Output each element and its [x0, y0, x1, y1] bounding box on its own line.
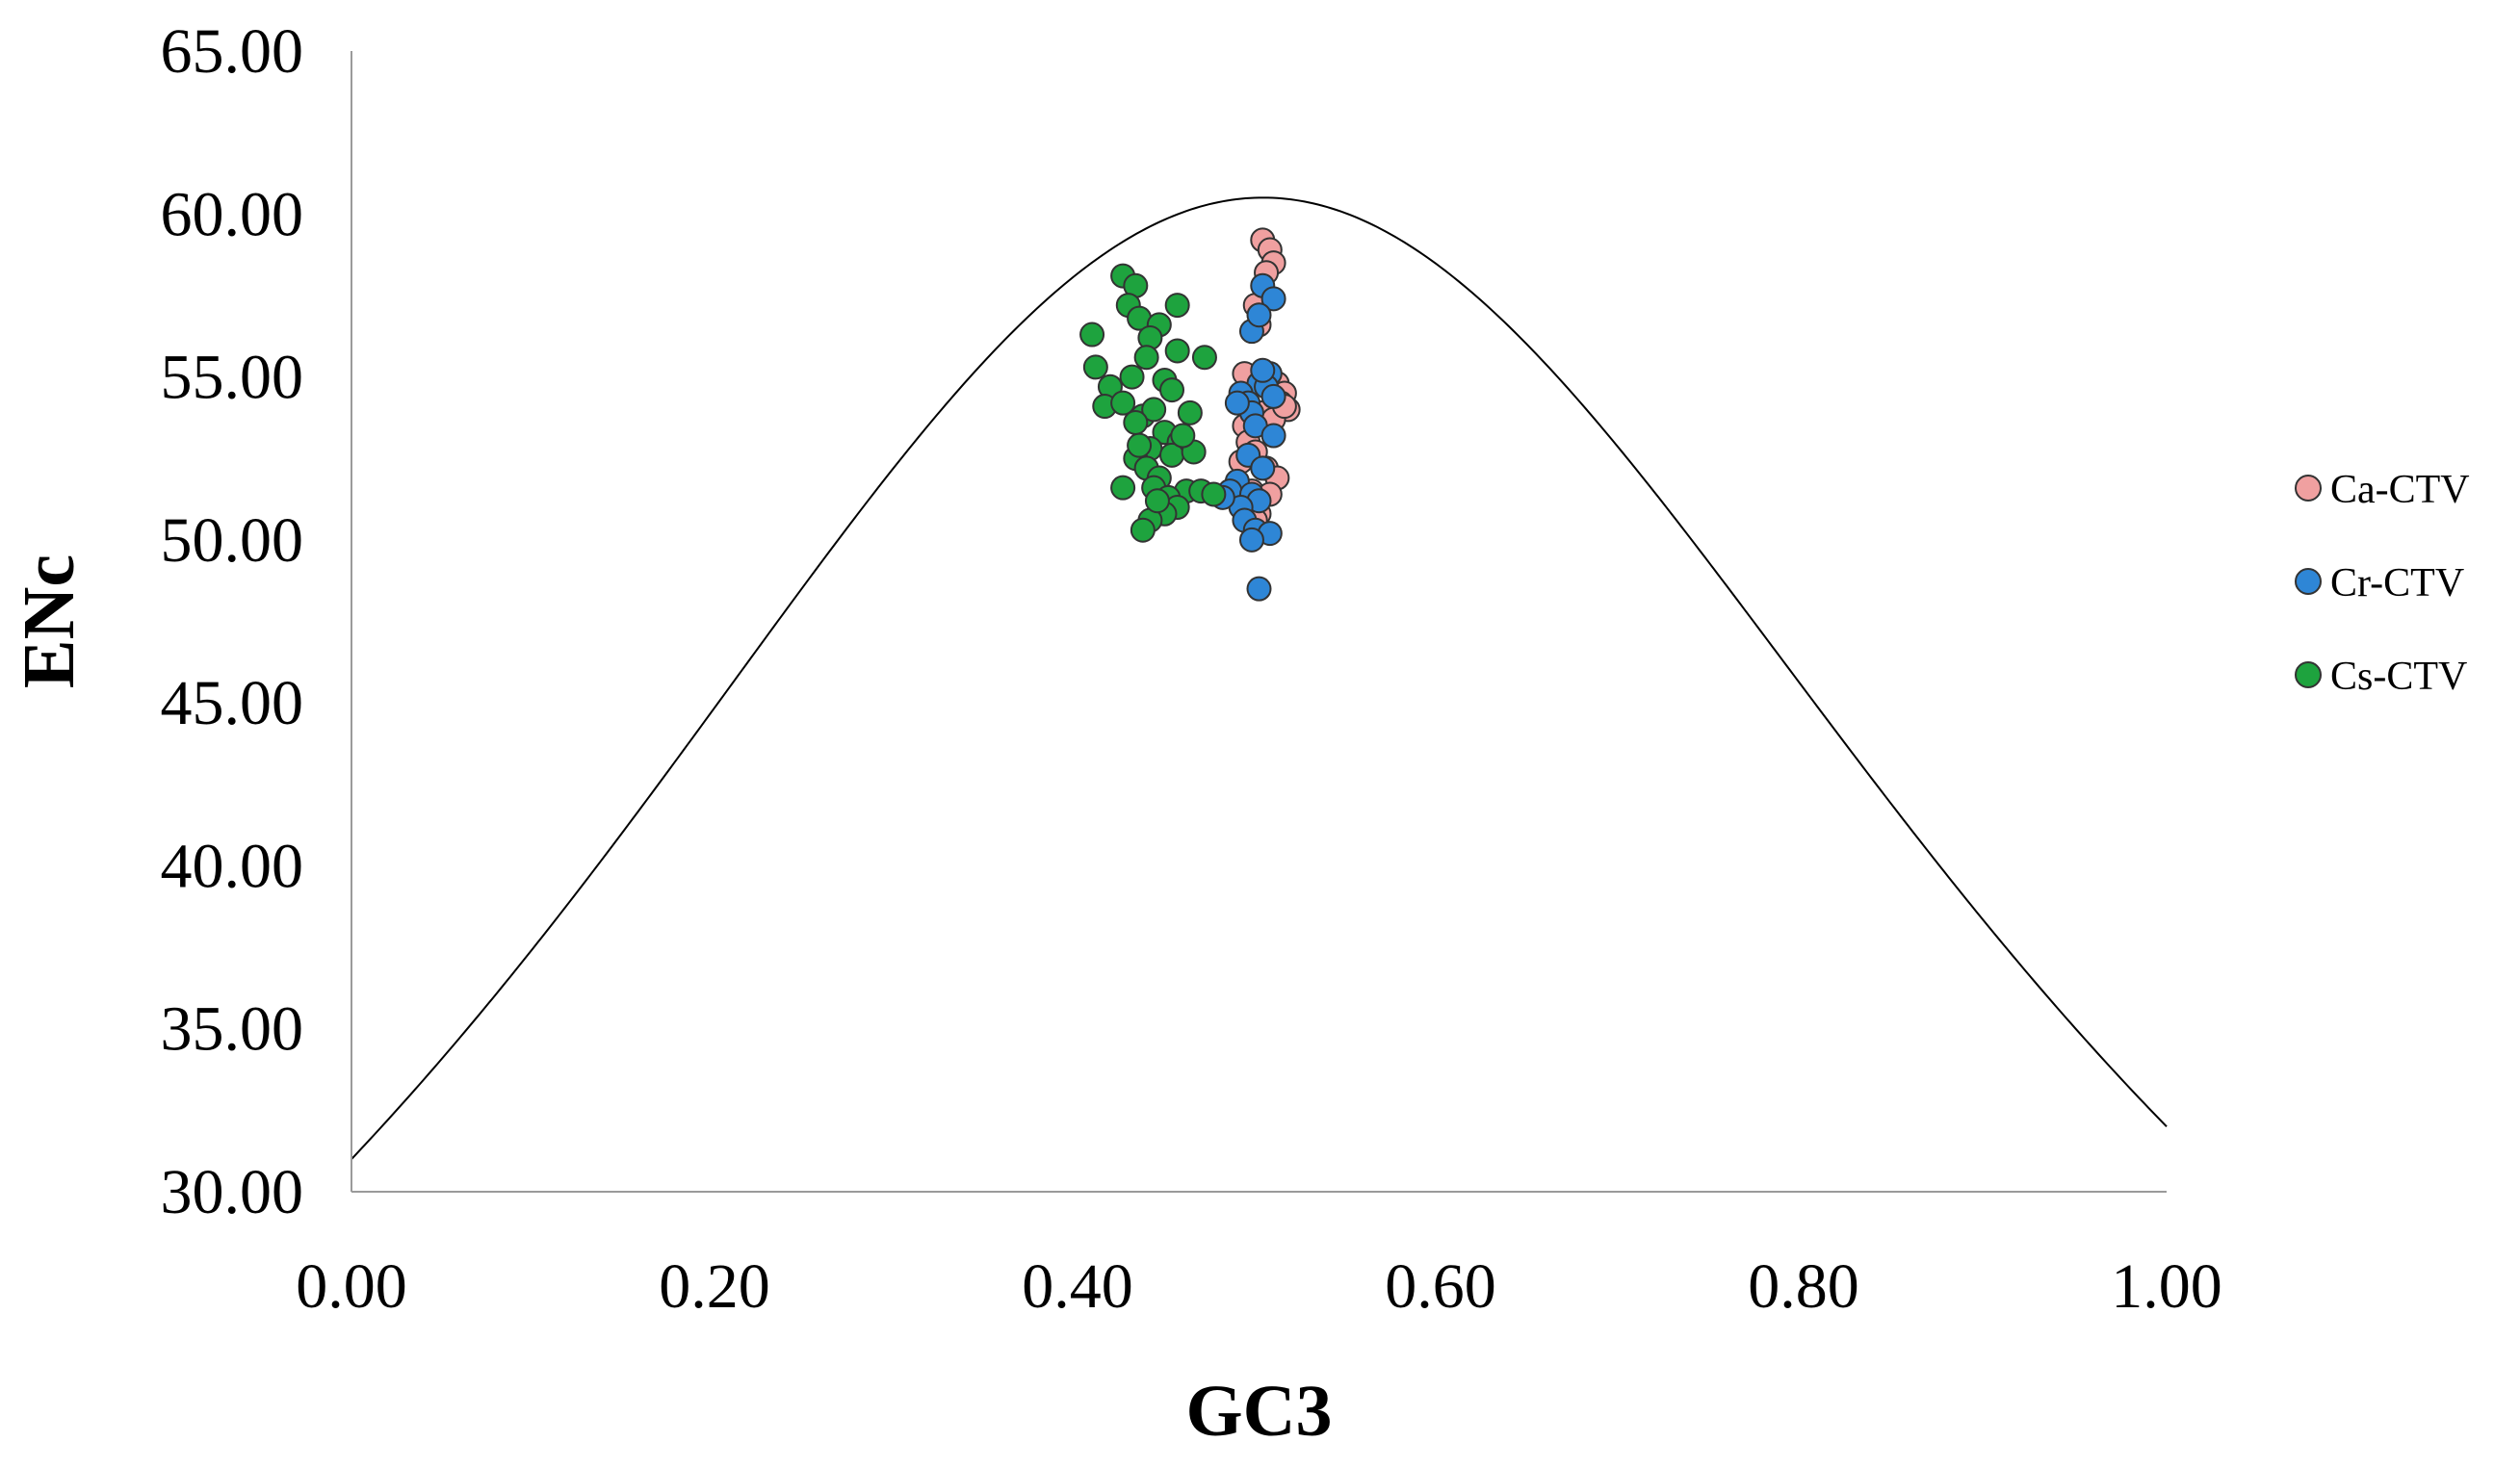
- y-tick-label: 45.00: [161, 668, 304, 738]
- data-point-cs-ctv: [1141, 397, 1167, 423]
- data-point-cr-ctv: [1238, 527, 1264, 553]
- legend-item-ca-ctv: Ca-CTV: [2295, 468, 2470, 512]
- data-point-cs-ctv: [1201, 481, 1227, 507]
- x-tick-labels: 0.00 0.20 0.40 0.60 0.80 1.00: [296, 1251, 2222, 1322]
- x-tick-label: 0.40: [1022, 1251, 1133, 1322]
- data-point-cr-ctv: [1246, 302, 1272, 328]
- y-tick-label: 50.00: [161, 505, 304, 576]
- data-point-cs-ctv: [1123, 409, 1149, 435]
- y-tick-label: 35.00: [161, 994, 304, 1065]
- data-point-cr-ctv: [1250, 357, 1276, 383]
- data-point-cs-ctv: [1177, 399, 1203, 425]
- y-tick-label: 60.00: [161, 179, 304, 249]
- data-point-cs-ctv: [1191, 345, 1217, 371]
- data-point-cr-ctv: [1260, 286, 1286, 312]
- legend-item-cs-ctv: Cs-CTV: [2295, 655, 2467, 699]
- y-tick-label: 40.00: [161, 831, 304, 901]
- data-point-cs-ctv: [1110, 475, 1136, 501]
- data-point-cs-ctv: [1133, 345, 1159, 371]
- data-point-cr-ctv: [1246, 576, 1272, 602]
- x-tick-label: 0.80: [1748, 1251, 1859, 1322]
- legend-item-cr-ctv: Cr-CTV: [2295, 561, 2464, 605]
- y-tick-label: 65.00: [161, 16, 304, 87]
- y-tick-label: 55.00: [161, 343, 304, 413]
- x-tick-label: 0.00: [296, 1251, 407, 1322]
- y-tick-label: 30.00: [161, 1157, 304, 1227]
- y-tick-labels: 30.00 35.00 40.00 45.00 50.00 55.00 60.00 65.00: [161, 16, 304, 1227]
- data-point-cs-ctv: [1144, 488, 1170, 514]
- x-tick-label: 0.20: [659, 1251, 770, 1322]
- y-axis-title: ENc: [9, 554, 90, 688]
- data-point-cs-ctv: [1159, 377, 1185, 403]
- data-point-cs-ctv: [1170, 423, 1196, 449]
- data-point-cr-ctv: [1260, 423, 1286, 449]
- expected-enc-curve: [351, 196, 2168, 1160]
- axes-layer: [351, 51, 2167, 1193]
- data-point-cs-ctv: [1164, 338, 1190, 364]
- data-point-cs-ctv: [1079, 322, 1105, 348]
- x-axis-title: GC3: [1186, 1371, 1333, 1452]
- legend-marker-cr-ctv: [2295, 568, 2322, 595]
- data-point-cr-ctv: [1250, 455, 1276, 481]
- legend-label-cr-ctv: Cr-CTV: [2330, 561, 2464, 605]
- legend-label-cs-ctv: Cs-CTV: [2330, 655, 2467, 699]
- series-cs-ctv: [1079, 263, 1227, 543]
- data-points: [1079, 227, 1301, 602]
- data-point-cr-ctv: [1224, 390, 1250, 416]
- data-point-cs-ctv: [1082, 354, 1108, 380]
- data-point-cs-ctv: [1130, 517, 1156, 543]
- legend: Ca-CTV Cr-CTV Cs-CTV: [2295, 468, 2470, 699]
- legend-marker-cs-ctv: [2295, 661, 2322, 688]
- data-point-cr-ctv: [1260, 383, 1286, 409]
- expected-curve-layer: [351, 196, 2168, 1160]
- data-point-cs-ctv: [1110, 390, 1136, 416]
- x-tick-label: 1.00: [2111, 1251, 2222, 1322]
- legend-marker-ca-ctv: [2295, 475, 2322, 502]
- data-point-cs-ctv: [1127, 432, 1153, 458]
- legend-label-ca-ctv: Ca-CTV: [2330, 468, 2470, 512]
- data-point-cs-ctv: [1119, 364, 1145, 390]
- data-point-cs-ctv: [1164, 293, 1190, 319]
- x-tick-label: 0.60: [1385, 1251, 1496, 1322]
